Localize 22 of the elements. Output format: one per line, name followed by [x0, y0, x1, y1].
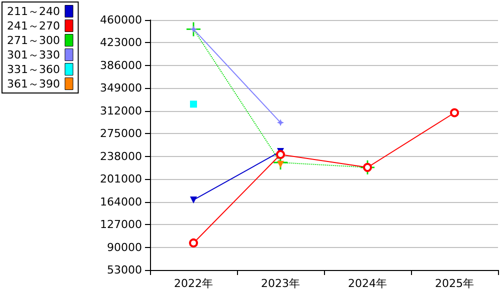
y-tick-label: 238000: [100, 150, 142, 163]
legend-label: 241～270: [6, 19, 60, 32]
legend-label: 271～300: [6, 34, 60, 47]
y-tick-label: 127000: [100, 218, 142, 232]
y-tick-label: 275000: [100, 127, 142, 140]
x-tick-label: 2022年: [174, 277, 213, 290]
y-tick-label: 423000: [100, 36, 142, 50]
y-tick-label: 164000: [100, 195, 142, 208]
y-tick-label: 349000: [100, 82, 142, 95]
y-tick-label: 460000: [100, 14, 142, 26]
legend-label: 361～390: [6, 77, 60, 90]
legend-label: 331～360: [6, 62, 60, 76]
x-tick-label: 2025年: [435, 277, 474, 290]
x-tick-label: 2023年: [261, 277, 300, 290]
legend-label: 301～330: [6, 48, 60, 62]
y-tick-label: 90000: [107, 240, 142, 254]
x-tick-label: 2024年: [348, 277, 387, 290]
y-tick-label: 53000: [107, 264, 142, 276]
legend-label: 211～240: [6, 4, 60, 18]
y-tick-label: 312000: [100, 104, 142, 118]
y-tick-label: 386000: [100, 58, 142, 72]
y-tick-label: 201000: [100, 172, 142, 186]
